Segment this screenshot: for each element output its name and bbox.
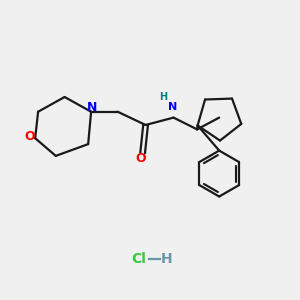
Text: O: O [25, 130, 35, 143]
Text: N: N [86, 101, 97, 114]
Text: Cl: Cl [131, 252, 146, 266]
Text: H: H [160, 252, 172, 266]
Text: H: H [159, 92, 167, 102]
Text: O: O [136, 152, 146, 165]
Text: N: N [168, 102, 177, 112]
